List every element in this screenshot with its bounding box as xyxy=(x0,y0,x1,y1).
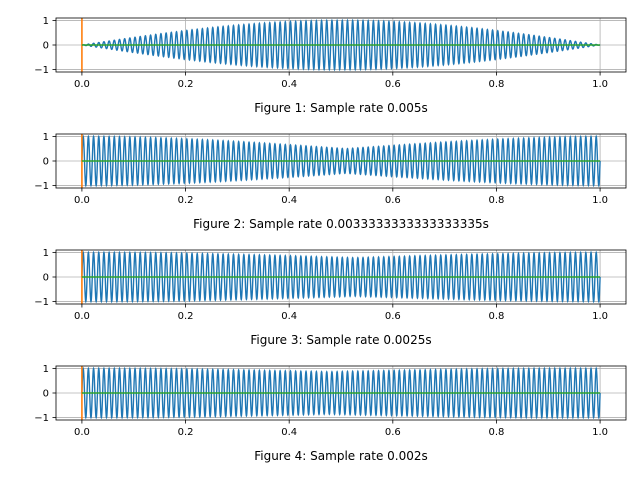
x-tick-label: 0.8 xyxy=(489,79,505,90)
y-tick-label: 1 xyxy=(43,132,49,143)
y-tick-label: 0 xyxy=(43,157,49,168)
x-tick-label: 1.0 xyxy=(592,195,608,206)
x-tick-label: 0.4 xyxy=(281,311,297,322)
x-tick-label: 0.0 xyxy=(74,311,90,322)
y-tick-label: 1 xyxy=(43,16,49,27)
y-tick-label: −1 xyxy=(34,181,49,192)
x-tick-label: 0.2 xyxy=(178,427,194,438)
y-tick-label: 0 xyxy=(43,41,49,52)
x-tick-label: 0.0 xyxy=(74,427,90,438)
x-tick-label: 0.2 xyxy=(178,195,194,206)
subplot-2: 0.0 0.2 0.4 0.6 0.8 1.0 −1 0 1 Figure 2: Sample r… xyxy=(34,132,627,231)
x-tick-label: 0.6 xyxy=(385,427,401,438)
subplot-4: 0.0 0.2 0.4 0.6 0.8 1.0 −1 0 1 Figure 4: Sample r… xyxy=(34,364,627,463)
x-tick-label: 1.0 xyxy=(592,311,608,322)
x-tick-label: 0.8 xyxy=(489,427,505,438)
x-tick-label: 0.2 xyxy=(178,311,194,322)
subplot-1: 0.0 0.2 0.4 0.6 0.8 1.0 −1 0 1 Figure 1: Sample r… xyxy=(34,16,627,115)
x-tick-label: 0.4 xyxy=(281,195,297,206)
figure-caption: Figure 1: Sample rate 0.005s xyxy=(254,101,428,115)
y-tick-label: −1 xyxy=(34,413,49,424)
x-tick-label: 0.8 xyxy=(489,311,505,322)
x-tick-label: 0.6 xyxy=(385,311,401,322)
x-tick-label: 0.6 xyxy=(385,79,401,90)
y-tick-label: 0 xyxy=(43,389,49,400)
x-tick-label: 1.0 xyxy=(592,427,608,438)
figure-caption: Figure 3: Sample rate 0.0025s xyxy=(250,333,431,347)
subplot-3: 0.0 0.2 0.4 0.6 0.8 1.0 −1 0 1 Figure 3: Sample r… xyxy=(34,248,627,347)
x-tick-label: 0.4 xyxy=(281,79,297,90)
x-tick-label: 0.8 xyxy=(489,195,505,206)
y-tick-label: −1 xyxy=(34,297,49,308)
x-tick-label: 0.2 xyxy=(178,79,194,90)
figure-caption: Figure 2: Sample rate 0.0033333333333333… xyxy=(193,217,489,231)
y-tick-label: −1 xyxy=(34,65,49,76)
x-tick-label: 0.6 xyxy=(385,195,401,206)
y-tick-label: 1 xyxy=(43,248,49,259)
y-tick-label: 1 xyxy=(43,364,49,375)
y-tick-label: 0 xyxy=(43,273,49,284)
x-tick-label: 0.4 xyxy=(281,427,297,438)
x-tick-label: 0.0 xyxy=(74,195,90,206)
x-tick-label: 1.0 xyxy=(592,79,608,90)
figure-caption: Figure 4: Sample rate 0.002s xyxy=(254,449,428,463)
x-tick-label: 0.0 xyxy=(74,79,90,90)
